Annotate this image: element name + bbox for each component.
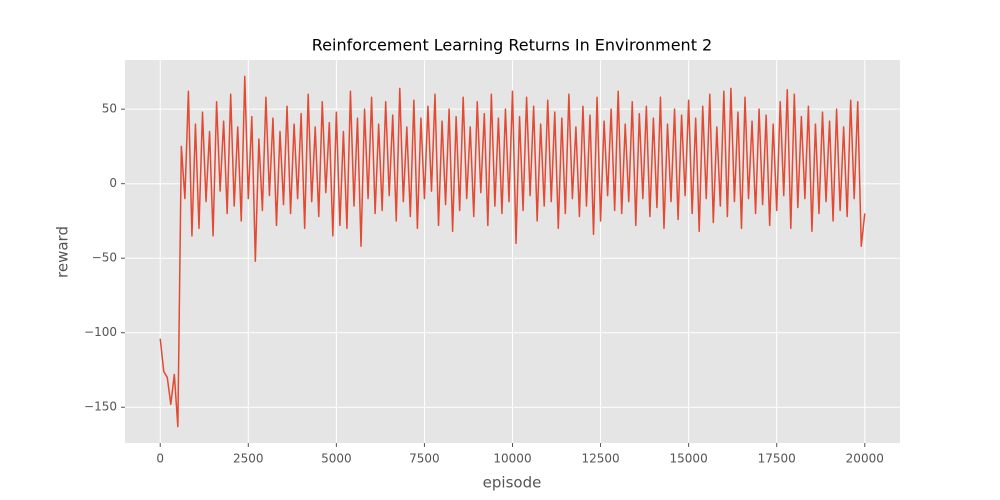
- y-tick-label: −50: [92, 251, 117, 265]
- x-tick-label: 12500: [581, 452, 619, 466]
- x-tick-label: 20000: [846, 452, 884, 466]
- y-axis-label: reward: [54, 226, 72, 278]
- x-tick-label: 5000: [321, 452, 352, 466]
- x-tick-label: 2500: [233, 452, 264, 466]
- data-line: [159, 75, 866, 428]
- x-axis-label: episode: [483, 474, 542, 492]
- x-tick-label: 0: [156, 452, 164, 466]
- y-tick-label: 0: [109, 176, 117, 190]
- x-tick-label: 17500: [758, 452, 796, 466]
- chart-title: Reinforcement Learning Returns In Enviro…: [312, 36, 712, 55]
- x-tick-label: 10000: [493, 452, 531, 466]
- x-tick-label: 7500: [409, 452, 440, 466]
- y-tick-label: −150: [84, 400, 117, 414]
- x-tick-label: 15000: [670, 452, 708, 466]
- y-tick-label: −100: [84, 325, 117, 339]
- y-tick-label: 50: [102, 102, 117, 116]
